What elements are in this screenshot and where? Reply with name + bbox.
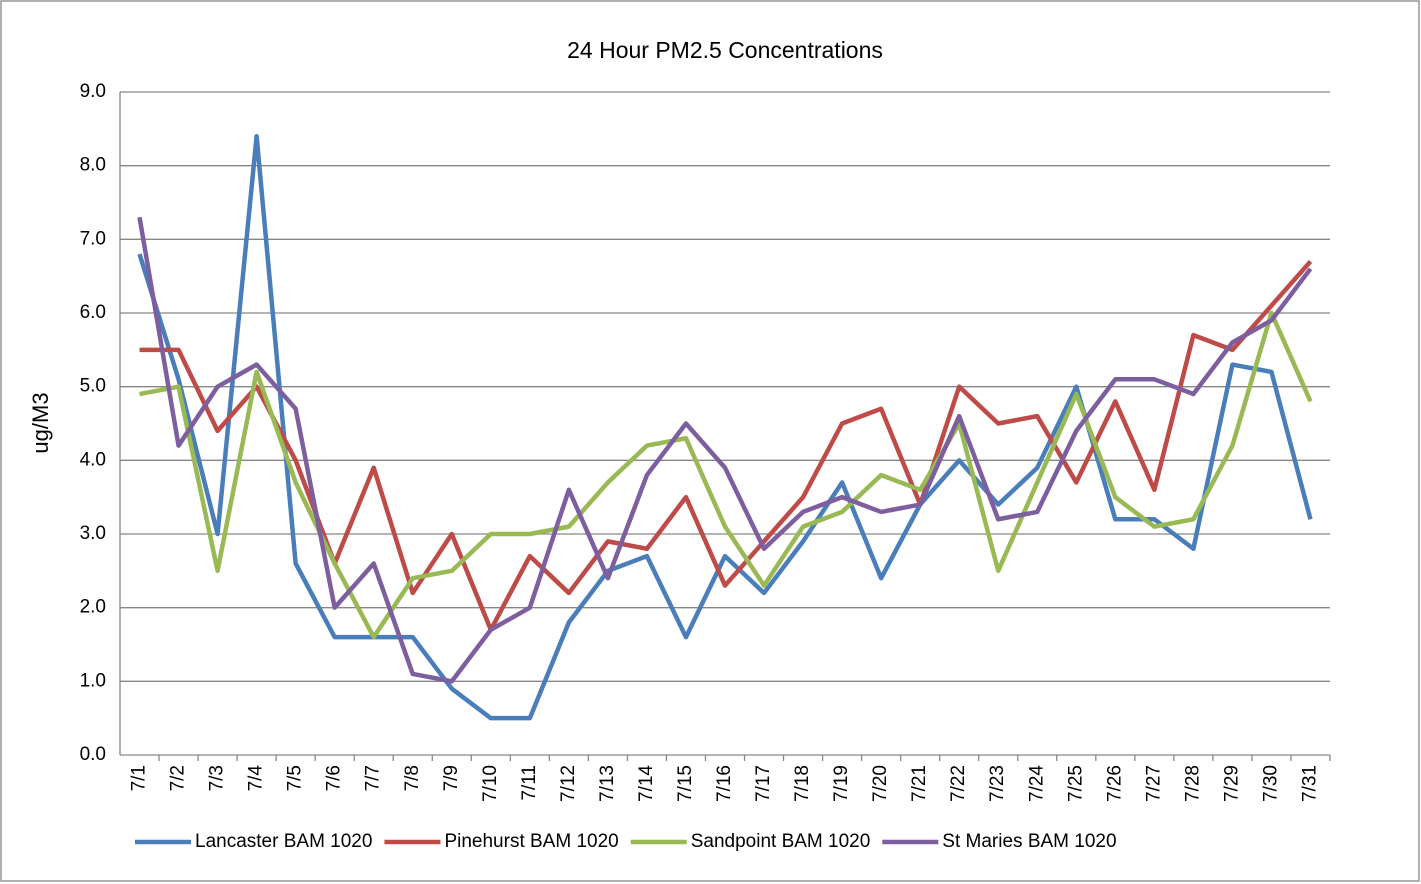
x-tick-label: 7/21: [909, 765, 930, 802]
x-tick-label: 7/9: [441, 765, 462, 791]
series-line: [137, 216, 1313, 684]
y-tick-label: 7.0: [80, 228, 106, 249]
x-tick-label: 7/20: [870, 765, 891, 802]
x-tick-label: 7/10: [480, 765, 501, 802]
y-tick-label: 2.0: [80, 597, 106, 618]
x-tick-label: 7/2: [168, 765, 189, 791]
x-tick-label: 7/6: [324, 765, 345, 791]
x-tick-label: 7/14: [636, 765, 657, 802]
x-tick-label: 7/22: [948, 765, 969, 802]
y-axis-label: ug/M3: [28, 392, 53, 453]
y-tick-label: 4.0: [80, 449, 106, 470]
x-tick-label: 7/25: [1065, 765, 1086, 802]
x-tick-label: 7/5: [285, 765, 306, 791]
x-tick-label: 7/16: [714, 765, 735, 802]
y-tick-label: 6.0: [80, 302, 106, 323]
y-tick-label: 9.0: [80, 81, 106, 102]
x-tick-label: 7/31: [1299, 765, 1320, 802]
x-tick-label: 7/15: [675, 765, 696, 802]
x-tick-label: 7/29: [1221, 765, 1242, 802]
x-tick-label: 7/4: [246, 765, 267, 792]
x-tick-label: 7/3: [207, 765, 228, 791]
x-tick-label: 7/13: [597, 765, 618, 802]
legend-label: St Maries BAM 1020: [942, 831, 1116, 852]
y-tick-label: 1.0: [80, 670, 106, 691]
x-tick-label: 7/27: [1143, 765, 1164, 802]
x-tick-label: 7/1: [129, 765, 150, 791]
x-tick-label: 7/28: [1182, 765, 1203, 802]
x-tick-label: 7/24: [1026, 765, 1047, 802]
x-tick-label: 7/8: [402, 765, 423, 791]
x-tick-label: 7/19: [831, 765, 852, 802]
legend-label: Pinehurst BAM 1020: [444, 831, 618, 852]
legend-label: Sandpoint BAM 1020: [691, 831, 871, 852]
x-tick-label: 7/12: [558, 765, 579, 802]
y-tick-label: 3.0: [80, 523, 106, 544]
x-tick-label: 7/26: [1104, 765, 1125, 802]
x-tick-label: 7/11: [519, 765, 540, 801]
x-tick-label: 7/18: [792, 765, 813, 802]
x-tick-label: 7/7: [363, 765, 384, 791]
x-tick-label: 7/23: [987, 765, 1008, 802]
x-tick-label: 7/30: [1260, 765, 1281, 802]
chart-title: 24 Hour PM2.5 Concentrations: [567, 37, 883, 63]
y-tick-label: 5.0: [80, 376, 106, 397]
series-line: [137, 133, 1313, 721]
y-tick-label: 0.0: [80, 744, 106, 765]
y-tick-label: 8.0: [80, 155, 106, 176]
series-line: [139, 310, 1313, 640]
legend-label: Lancaster BAM 1020: [195, 831, 372, 852]
x-tick-label: 7/17: [753, 765, 774, 802]
